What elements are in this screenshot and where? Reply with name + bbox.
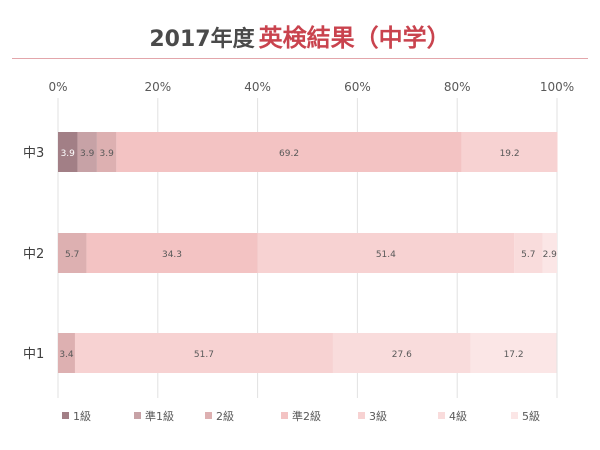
x-tick-label: 60% — [344, 80, 371, 94]
legend-label: 準2級 — [292, 409, 321, 423]
data-label: 17.2 — [504, 350, 524, 360]
title-underline — [12, 58, 588, 59]
bar-segment — [86, 233, 258, 273]
x-tick-label: 0% — [48, 80, 67, 94]
legend-label: 3級 — [369, 410, 387, 423]
data-label: 69.2 — [279, 149, 299, 159]
x-tick-label: 100% — [540, 80, 574, 94]
bar-segment — [77, 132, 97, 172]
legend-label: 1級 — [73, 410, 91, 423]
legend-swatch — [62, 412, 69, 419]
bar-segment — [332, 333, 471, 373]
data-label: 3.9 — [99, 149, 114, 159]
legend-swatch — [281, 412, 288, 419]
data-label: 51.7 — [194, 350, 214, 360]
legend-label: 2級 — [216, 410, 234, 423]
data-label: 2.9 — [543, 250, 558, 260]
bar-segment — [96, 132, 117, 172]
legend-swatch — [511, 412, 518, 419]
data-label: 19.2 — [500, 149, 520, 159]
bar-segment — [461, 132, 558, 172]
legend-swatch — [438, 412, 445, 419]
data-label: 3.9 — [61, 149, 76, 159]
title-main: 英検結果（中学） — [258, 24, 451, 52]
legend-swatch — [358, 412, 365, 419]
legend-swatch — [134, 412, 141, 419]
title-year: 2017年度 — [149, 27, 255, 52]
bar-segment — [470, 333, 557, 373]
y-category-label: 中1 — [23, 347, 44, 362]
y-category-label: 中2 — [23, 247, 44, 262]
x-tick-label: 80% — [444, 80, 471, 94]
legend-swatch — [205, 412, 212, 419]
y-category-label: 中3 — [23, 146, 44, 161]
data-label: 27.6 — [392, 350, 412, 360]
chart-title: 2017年度 英検結果（中学） — [0, 18, 600, 53]
data-label: 51.4 — [376, 250, 396, 260]
bar-segment — [116, 132, 462, 172]
bar-segment — [542, 233, 557, 273]
legend-label: 5級 — [522, 410, 540, 423]
data-label: 5.7 — [65, 250, 79, 260]
legend-label: 4級 — [449, 410, 467, 423]
data-label: 3.4 — [59, 350, 74, 360]
bar-segment — [74, 333, 333, 373]
bar-segment — [257, 233, 515, 273]
legend-label: 準1級 — [145, 409, 174, 423]
x-tick-label: 20% — [144, 80, 171, 94]
bar-segment — [58, 233, 87, 273]
data-label: 34.3 — [162, 250, 182, 260]
bar-segment — [58, 132, 78, 172]
data-label: 3.9 — [80, 149, 95, 159]
bar-segment — [58, 333, 75, 373]
data-label: 5.7 — [521, 250, 535, 260]
bar-segment — [514, 233, 543, 273]
x-tick-label: 40% — [244, 80, 271, 94]
